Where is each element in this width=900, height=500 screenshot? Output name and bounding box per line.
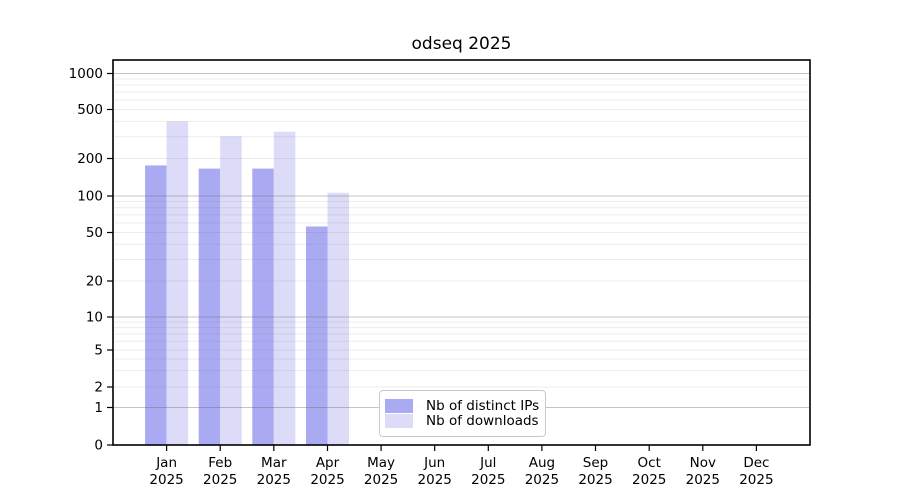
legend-label-distinct-ips: Nb of distinct IPs [426,398,540,414]
legend-label-downloads: Nb of downloads [426,413,539,429]
x-tick-label-year-aug: 2025 [525,472,559,488]
legend-item-downloads: Nb of downloads [385,414,539,428]
x-tick-label-year-sep: 2025 [578,472,612,488]
bar-distinct-ips-jan [145,165,167,445]
y-tick-label-100: 100 [77,189,103,205]
x-tick-label-year-apr: 2025 [310,472,344,488]
bar-distinct-ips-mar [252,168,274,445]
x-tick-label-year-jul: 2025 [471,472,505,488]
y-tick-label-500: 500 [77,102,103,118]
bar-downloads-apr [327,192,349,445]
y-tick-label-2: 2 [94,380,103,396]
axes-spines [112,59,811,446]
legend: Nb of distinct IPs Nb of downloads [379,390,546,437]
x-tick-label-year-dec: 2025 [739,472,773,488]
x-tick-label-month-nov: Nov [690,455,716,471]
x-tick-label-month-jun: Jun [423,455,445,471]
x-tick-label-year-nov: 2025 [686,472,720,488]
y-tick-label-1000: 1000 [69,66,103,82]
x-tick-label-month-oct: Oct [638,455,661,471]
bar-downloads-mar [273,131,296,445]
x-tick-label-month-sep: Sep [583,455,608,471]
bar-downloads-feb [220,136,242,446]
x-tick-label-year-mar: 2025 [257,472,291,488]
y-tick-label-0: 0 [94,438,103,454]
y-tick-label-20: 20 [86,274,103,290]
y-tick-label-50: 50 [86,225,103,241]
x-tick-label-year-oct: 2025 [632,472,666,488]
x-tick-label-month-aug: Aug [529,455,555,471]
y-tick-label-10: 10 [86,310,103,326]
legend-swatch-downloads [385,414,413,428]
x-tick-label-year-feb: 2025 [203,472,237,488]
x-tick-label-year-jun: 2025 [418,472,452,488]
y-tick-label-5: 5 [94,343,103,359]
bar-downloads-jan [166,121,189,446]
bar-distinct-ips-apr [306,226,328,445]
x-tick-label-month-mar: Mar [261,455,287,471]
x-tick-label-month-feb: Feb [208,455,232,471]
x-tick-label-month-apr: Apr [316,455,340,471]
x-tick-label-year-may: 2025 [364,472,398,488]
legend-item-distinct-ips: Nb of distinct IPs [385,399,539,413]
x-tick-label-year-jan: 2025 [149,472,183,488]
legend-swatch-distinct-ips [385,399,413,413]
x-tick-label-month-may: May [367,455,395,471]
chart-title: odseq 2025 [411,34,512,54]
y-tick-label-1: 1 [94,400,103,416]
bar-distinct-ips-feb [198,168,221,445]
x-tick-label-month-jul: Jul [479,455,496,471]
x-tick-label-month-dec: Dec [743,455,769,471]
x-tick-label-month-jan: Jan [155,455,177,471]
y-tick-label-200: 200 [77,151,103,167]
